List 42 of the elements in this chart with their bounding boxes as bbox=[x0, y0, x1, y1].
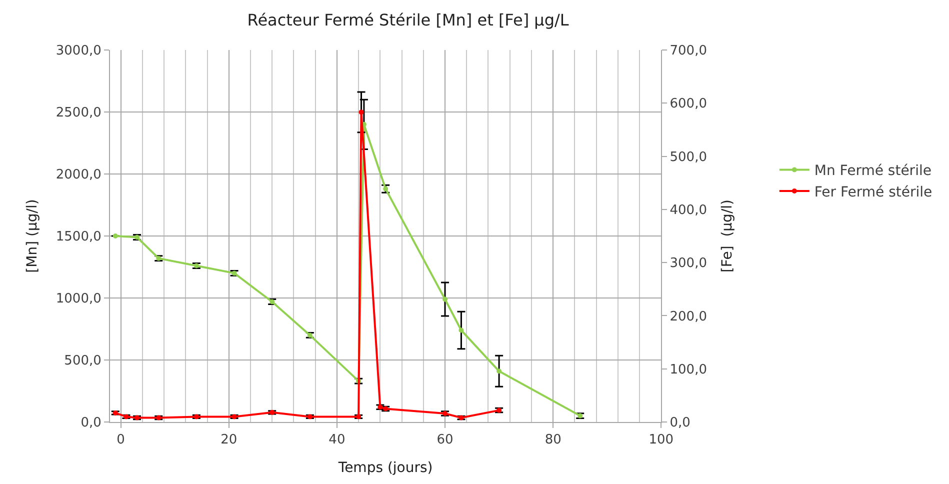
y2-tick-label: 200,0 bbox=[670, 309, 707, 324]
y2-tick-label: 300,0 bbox=[670, 256, 707, 272]
y-tick-label: 0,0 bbox=[80, 416, 102, 431]
y2-tick-label: 400,0 bbox=[670, 202, 707, 218]
y-tick-label: 2000,0 bbox=[56, 168, 102, 183]
point bbox=[194, 414, 199, 420]
point bbox=[134, 415, 140, 420]
point bbox=[356, 414, 362, 420]
point bbox=[358, 110, 364, 115]
legend-label: Mn Fermé stérile bbox=[814, 163, 932, 180]
y2-tick-label: 100,0 bbox=[670, 362, 707, 378]
point bbox=[458, 415, 464, 420]
y2-tick-label: 500,0 bbox=[670, 150, 707, 165]
chart-title: Réacteur Fermé Stérile [Mn] et [Fe] µg/L bbox=[247, 10, 569, 30]
point bbox=[442, 411, 448, 416]
y-tick-label: 500,0 bbox=[64, 354, 102, 369]
y2-tick-label: 0,0 bbox=[670, 416, 690, 431]
x-tick-label: 60 bbox=[436, 432, 454, 448]
y2-axis-title: [Fe] (µg/l) bbox=[719, 199, 736, 273]
point bbox=[378, 404, 383, 410]
point bbox=[270, 410, 275, 415]
x-tick-label: 0 bbox=[116, 432, 125, 448]
x-tick-label: 80 bbox=[544, 432, 562, 448]
point bbox=[496, 408, 502, 413]
x-axis-title: Temps (jours) bbox=[337, 460, 433, 476]
legend-label: Fer Fermé stérile bbox=[814, 184, 932, 200]
x-tick-label: 40 bbox=[328, 432, 346, 448]
point bbox=[112, 410, 118, 416]
point bbox=[232, 414, 237, 420]
point bbox=[124, 414, 129, 420]
y-axis-title: [Mn] (µg/l) bbox=[24, 199, 40, 273]
x-tick-label: 100 bbox=[648, 432, 674, 448]
y-tick-label: 2500,0 bbox=[56, 106, 102, 121]
point bbox=[307, 414, 312, 420]
y2-tick-label: 700,0 bbox=[670, 44, 707, 59]
y-tick-label: 3000,0 bbox=[56, 44, 102, 59]
point bbox=[156, 415, 162, 420]
point bbox=[383, 406, 388, 412]
y-tick-label: 1000,0 bbox=[56, 292, 102, 307]
y2-tick-label: 600,0 bbox=[670, 96, 707, 112]
x-tick-label: 20 bbox=[220, 432, 238, 448]
y-tick-label: 1500,0 bbox=[56, 230, 102, 245]
